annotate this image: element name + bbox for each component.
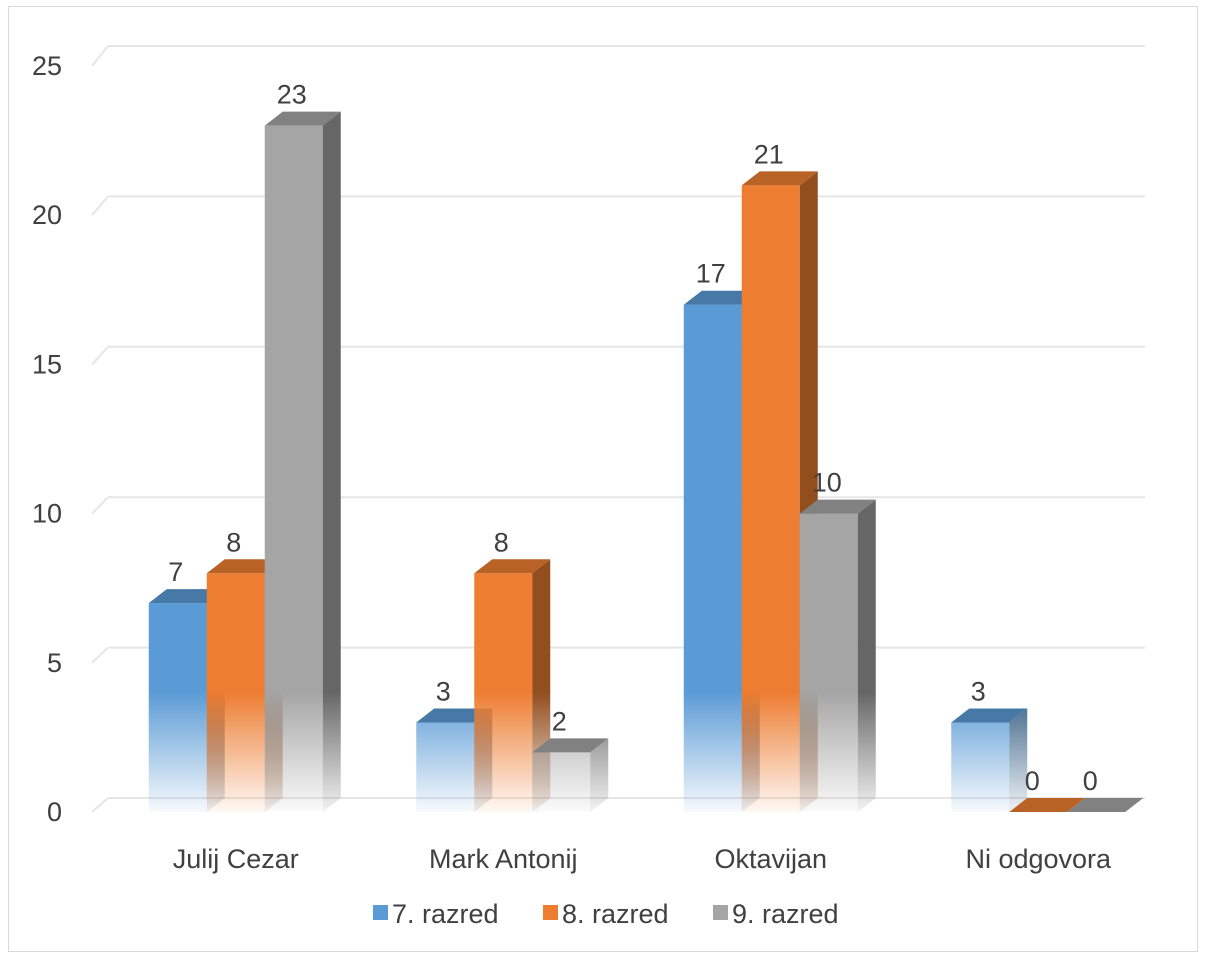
legend-swatch [543,905,558,920]
bar-front [474,573,533,812]
bar-side [857,499,876,812]
data-label: 17 [696,259,726,289]
bar-front [741,185,800,813]
x-tick-label: Mark Antonij [429,844,578,874]
gridline-depth [91,797,109,813]
bar-top [951,708,1028,723]
y-tick-label: 10 [32,499,62,529]
bar-9-razred-julij-cezar [264,111,341,813]
x-tick-label: Oktavijan [714,844,827,874]
legend-label: 7. razred [392,899,499,929]
bar-top [1009,798,1086,812]
bar-top [416,708,493,723]
bar-top [1067,798,1144,812]
bar-front [264,125,323,813]
bars [148,111,1144,813]
bar-top [264,111,341,126]
y-tick-label: 20 [32,200,62,230]
bar-7-razred-ni-odgovora [951,708,1028,812]
y-axis: 0 5 10 15 20 25 [32,51,62,827]
legend-label: 9. razred [732,899,839,929]
legend: 7. razred 8. razred 9. razred [373,899,839,929]
x-axis: Julij Cezar Mark Antonij Oktavijan Ni odgov… [173,844,1112,874]
bar-front [532,752,591,812]
legend-label: 8. razred [562,899,669,929]
x-tick-label: Ni odgovora [965,844,1112,874]
x-tick-label: Julij Cezar [173,844,299,874]
data-label: 21 [754,139,784,169]
bar-front [206,573,265,812]
bar-top [799,499,876,514]
bar-top [474,559,551,574]
gridline-depth [91,496,109,515]
data-label: 23 [277,80,307,110]
data-label: 0 [1083,766,1098,796]
y-tick-label: 15 [32,349,62,379]
bar-front [799,513,858,812]
data-label: 7 [168,557,183,587]
bar-side [590,738,609,812]
bar-top [206,559,283,574]
data-label: 3 [436,676,451,706]
data-label: 10 [812,468,842,498]
data-label: 8 [226,527,241,557]
legend-swatch [373,905,388,920]
bar-9-razred-oktavijan [799,499,876,812]
gridline-depth [91,646,109,664]
data-label: 2 [552,706,567,736]
data-label: 8 [494,527,509,557]
bar-front [416,722,475,812]
bar-top [148,589,225,604]
bar-front [148,603,207,812]
y-tick-label: 5 [47,648,62,678]
gridline-depth [91,346,109,366]
y-tick-label: 25 [32,51,62,81]
bar-front [951,722,1010,812]
bar-9-razred-mark-antonij [532,738,609,812]
bar-9-razred-ni-odgovora [1067,798,1144,812]
data-label: 0 [1025,766,1040,796]
bar-side [1009,708,1028,812]
bar-8-razred-ni-odgovora [1009,798,1086,812]
gridline-depth [91,45,109,67]
bar-top [532,738,609,753]
bar-side [322,111,341,813]
y-tick-label: 0 [47,797,62,827]
bar-front [683,304,742,812]
gridline-depth [91,195,109,216]
legend-swatch [713,905,728,920]
bar-top [683,290,760,305]
data-label: 3 [971,676,986,706]
bar-top [741,171,818,186]
